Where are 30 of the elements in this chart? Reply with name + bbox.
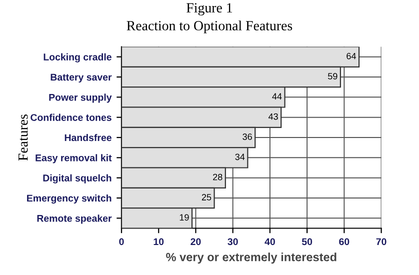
x-tick-label: 50 — [302, 238, 312, 246]
data-label: 36 — [242, 134, 252, 140]
data-label: 25 — [202, 194, 212, 200]
data-label: 64 — [346, 52, 356, 60]
y-axis-title: Features — [18, 114, 28, 161]
y-tick-label: Handsfree — [64, 134, 112, 142]
x-tick-label: 40 — [264, 238, 275, 246]
x-tick-label: 30 — [228, 238, 238, 246]
data-label: 34 — [235, 154, 245, 160]
y-tick-label: Power supply — [49, 94, 112, 103]
x-tick-label: 60 — [339, 238, 350, 246]
x-axis-title: % very or extremely interested — [166, 252, 336, 264]
chart-title: Figure 1 — [186, 3, 232, 16]
x-tick-label: 70 — [376, 238, 386, 246]
y-tick-label: Locking cradle — [44, 53, 112, 62]
y-tick-label: Emergency switch — [27, 194, 112, 204]
data-label: 59 — [328, 73, 338, 80]
x-tick-label: 20 — [190, 238, 201, 246]
data-label: 43 — [268, 113, 278, 120]
y-tick-label: Confidence tones — [30, 114, 112, 121]
data-label: 19 — [180, 214, 189, 221]
y-tick-label: Digital squelch — [43, 174, 112, 184]
x-tick-label: 0 — [119, 238, 124, 246]
data-label: 28 — [213, 174, 222, 180]
chart-subtitle: Reaction to Optional Features — [126, 20, 292, 34]
data-label: 44 — [272, 93, 282, 100]
y-tick-label: Battery saver — [50, 74, 112, 83]
y-tick-label: Remote speaker — [37, 214, 112, 224]
y-tick-label: Easy removal kit — [36, 154, 112, 164]
x-tick-label: 10 — [154, 238, 164, 246]
